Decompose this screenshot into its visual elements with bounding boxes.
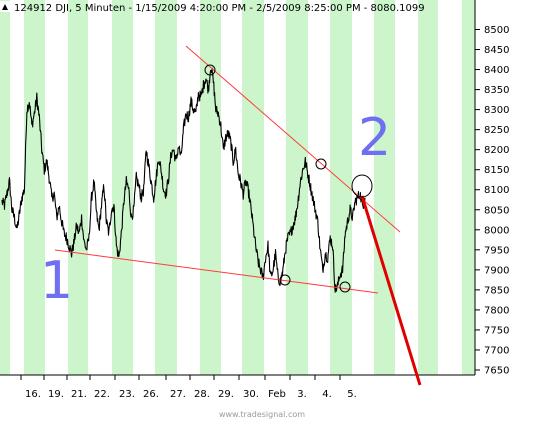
x-tick-label: 16.	[25, 389, 41, 400]
price-series	[1, 67, 366, 293]
x-tick-label: 30.	[243, 389, 259, 400]
y-tick-label: 8100	[484, 185, 509, 196]
x-tick-label: 22.	[94, 389, 110, 400]
circle-marker	[279, 274, 291, 286]
x-tick-label: 29.	[218, 389, 234, 400]
y-tick-label: 7700	[484, 345, 509, 356]
circle-marker	[204, 64, 216, 76]
green-band	[330, 0, 352, 375]
x-tick-label: 23.	[119, 389, 135, 400]
forecast-arrow	[360, 195, 422, 386]
x-tick-label: 26.	[143, 389, 159, 400]
chart-title: 124912 DJI, 5 Minuten - 1/15/2009 4:20:0…	[14, 3, 425, 14]
y-tick-label: 7800	[484, 305, 509, 316]
y-tick-label: 7900	[484, 265, 509, 276]
green-band	[418, 0, 438, 375]
y-tick-label: 8450	[484, 45, 509, 56]
y-tick-label: 8500	[484, 25, 509, 36]
watermark: www.tradesignal.com	[219, 410, 305, 419]
green-band	[286, 0, 308, 375]
green-band	[200, 0, 221, 375]
x-tick-label: 5.	[347, 389, 357, 400]
annotation-1: 1	[40, 251, 73, 311]
y-tick-label: 8050	[484, 205, 509, 216]
y-tick-label: 8200	[484, 145, 509, 156]
y-tick-label: 7650	[484, 366, 509, 377]
y-tick-label: 8400	[484, 65, 509, 76]
x-tick-label: 4.	[322, 389, 332, 400]
y-tick-label: 8150	[484, 165, 509, 176]
y-tick-label: 8300	[484, 105, 509, 116]
triangle-icon	[2, 4, 8, 10]
lower-trend-line	[54, 249, 379, 294]
x-tick-label: 27.	[170, 389, 186, 400]
chart-bands	[0, 0, 475, 375]
x-tick-label: 19.	[48, 389, 64, 400]
y-tick-label: 8250	[484, 125, 509, 136]
y-tick-label: 7750	[484, 325, 509, 336]
circle-marker	[339, 281, 351, 293]
y-axis: 8500 8450 8400 8350 8300 8250 8200 8150 8100 8050…	[475, 25, 509, 377]
green-band	[155, 0, 177, 375]
y-tick-label: 8350	[484, 85, 509, 96]
y-tick-label: 7850	[484, 285, 509, 296]
circle-marker	[351, 174, 373, 198]
x-tick-label: 21.	[71, 389, 87, 400]
green-band	[242, 0, 264, 375]
x-tick-label: 28.	[194, 389, 210, 400]
circle-marker	[315, 158, 327, 170]
x-axis: 16. 19. 21. 22. 23. 26. 27. 28. 29. 30. Feb 3. 4. 5.	[20, 375, 357, 400]
green-band	[374, 0, 395, 375]
x-tick-label: Feb	[268, 389, 286, 400]
y-tick-label: 7950	[484, 245, 509, 256]
green-band	[462, 0, 475, 375]
green-band	[0, 0, 10, 375]
green-band	[68, 0, 88, 375]
price-line	[1, 67, 366, 293]
x-tick-label: 3.	[297, 389, 307, 400]
y-tick-label: 8000	[484, 225, 509, 236]
green-band	[24, 0, 45, 375]
green-band	[112, 0, 133, 375]
annotation-2: 2	[358, 108, 391, 168]
